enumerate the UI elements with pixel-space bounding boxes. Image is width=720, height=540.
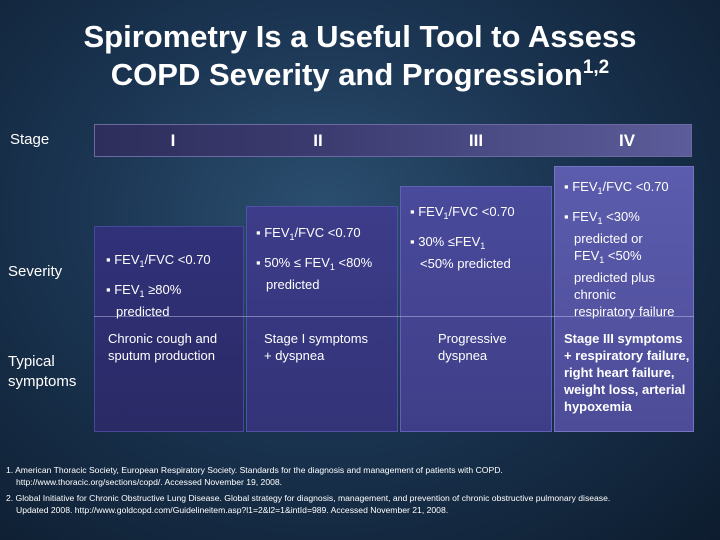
stage-2-panel xyxy=(246,206,398,432)
stage-2-criterion-2-cont: predicted xyxy=(266,277,320,292)
stage-4-criterion-1: ▪ FEV1/FVC <0.70 xyxy=(564,179,669,196)
stage-4-symptom-line-1: Stage III symptoms xyxy=(564,331,683,346)
row-label-severity: Severity xyxy=(8,263,63,280)
reference-2-line-2: Updated 2008. http://www.goldcopd.com/Gu… xyxy=(16,505,449,515)
row-label-stage: Stage xyxy=(10,131,50,148)
severity-symptoms-divider xyxy=(94,316,694,317)
reference-1-line-1: 1. American Thoracic Society, European R… xyxy=(6,465,503,475)
references: 1. American Thoracic Society, European R… xyxy=(6,464,718,520)
stage-label-4: IV xyxy=(618,131,636,150)
stage-label-3: III xyxy=(468,131,484,150)
stage-2-symptoms: Stage I symptoms + dyspnea xyxy=(264,330,394,364)
reference-1-line-2: http://www.thoracic.org/sections/copd/. … xyxy=(16,477,283,487)
stage-4-criterion-2-cont-5: respiratory failure xyxy=(574,304,675,319)
stage-1-criterion-1: ▪ FEV1/FVC <0.70 xyxy=(106,252,211,269)
row-label-typical-line2: symptoms xyxy=(8,373,77,390)
stage-2-criterion-1: ▪ FEV1/FVC <0.70 xyxy=(256,225,361,242)
stage-1-criterion-2: ▪ FEV1 ≥80% xyxy=(106,282,182,299)
stage-3-criterion-2: ▪ 30% ≤FEV1 xyxy=(410,234,486,251)
stage-3-symptom-line-2: dyspnea xyxy=(438,348,488,363)
stage-4-criterion-2-cont-1: predicted or xyxy=(574,231,643,246)
stage-1-symptoms: Chronic cough and sputum production xyxy=(108,330,244,364)
stage-2-severity: ▪ FEV1/FVC <0.70 ▪ 50% ≤ FEV1 <80% predi… xyxy=(256,224,396,293)
row-label-typical-line1: Typical xyxy=(8,353,55,370)
stage-3-panel xyxy=(400,186,552,432)
stage-4-criterion-2-cont-4: chronic xyxy=(574,287,616,302)
stage-4-criterion-2-cont-2: FEV1 <50% xyxy=(574,248,642,265)
stage-4-symptom-line-2: + respiratory failure, xyxy=(564,348,690,363)
reference-2-line-1: 2. Global Initiative for Chronic Obstruc… xyxy=(6,493,611,503)
stage-4-symptom-line-5: hypoxemia xyxy=(564,399,632,414)
reference-1: 1. American Thoracic Society, European R… xyxy=(6,464,718,488)
stage-4-symptoms: Stage III symptoms + respiratory failure… xyxy=(564,330,694,415)
stage-4-symptom-line-3: right heart failure, xyxy=(564,365,675,380)
stage-4-criterion-2: ▪ FEV1 <30% xyxy=(564,209,640,226)
title-superscript: 1,2 xyxy=(582,57,610,78)
stage-1-severity: ▪ FEV1/FVC <0.70 ▪ FEV1 ≥80% predicted xyxy=(106,251,242,320)
stage-2-criterion-2: ▪ 50% ≤ FEV1 <80% xyxy=(256,255,373,272)
stage-2-symptom-line-1: Stage I symptoms xyxy=(264,331,369,346)
stage-3-criterion-2-cont: <50% predicted xyxy=(420,256,511,271)
slide-title: Spirometry Is a Useful Tool to Assess CO… xyxy=(0,18,720,94)
stage-1-panel xyxy=(94,226,244,432)
title-line-1: Spirometry Is a Useful Tool to Assess xyxy=(83,19,637,54)
stage-2-symptom-line-2: + dyspnea xyxy=(264,348,325,363)
stage-header-bar xyxy=(94,124,692,157)
stage-4-criterion-2-cont-3: predicted plus xyxy=(574,270,655,285)
stage-label-1: I xyxy=(170,131,176,150)
row-label-typical-symptoms: Typical symptoms xyxy=(8,352,76,392)
stage-3-symptoms: Progressive dyspnea xyxy=(438,330,548,364)
stage-1-criterion-2-cont: predicted xyxy=(116,304,170,319)
stage-1-symptom-line-1: Chronic cough and xyxy=(108,331,218,346)
stage-label-2: II xyxy=(313,131,323,150)
stage-4-panel xyxy=(554,166,694,432)
title-line-2: COPD Severity and Progression1,2 xyxy=(0,56,720,94)
stage-3-criterion-1: ▪ FEV1/FVC <0.70 xyxy=(410,204,515,221)
stage-4-symptom-line-4: weight loss, arterial xyxy=(564,382,686,397)
stage-1-symptom-line-2: sputum production xyxy=(108,348,215,363)
stage-4-severity: ▪ FEV1/FVC <0.70 ▪ FEV1 <30% predicted o… xyxy=(564,178,692,320)
stage-3-severity: ▪ FEV1/FVC <0.70 ▪ 30% ≤FEV1 <50% predic… xyxy=(410,203,550,272)
title-line-2-text: COPD Severity and Progression xyxy=(110,57,583,92)
reference-2: 2. Global Initiative for Chronic Obstruc… xyxy=(6,492,718,516)
stage-3-symptom-line-1: Progressive xyxy=(438,331,507,346)
